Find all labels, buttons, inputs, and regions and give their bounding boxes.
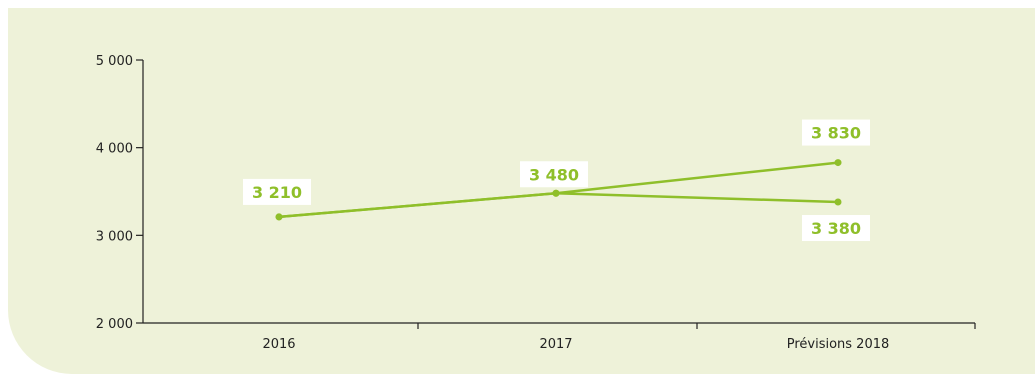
data-label-layer: 3 210 3 480 3 830 3 380	[243, 119, 870, 242]
series-layer	[275, 159, 842, 221]
data-point	[275, 213, 283, 221]
chart-background-panel	[8, 8, 1035, 374]
data-label-box	[802, 215, 870, 242]
data-label-box	[802, 119, 870, 146]
y-tick-label: 5 000	[96, 54, 133, 69]
y-tick-label: 2 000	[96, 317, 133, 332]
x-tick-label: 2016	[262, 337, 295, 352]
y-axis: 2 000 3 000 4 000 5 000	[96, 54, 144, 332]
y-axis-ticks: 2 000 3 000 4 000 5 000	[96, 54, 143, 332]
data-point	[834, 198, 842, 206]
y-tick-label: 3 000	[96, 229, 133, 244]
data-point	[834, 159, 842, 167]
data-label: 3 480	[529, 165, 579, 184]
x-axis: 2016 2017 Prévisions 2018	[143, 322, 976, 352]
data-label: 3 830	[811, 124, 861, 143]
data-label-box	[520, 161, 588, 188]
x-tick-label: 2017	[539, 337, 572, 352]
x-tick-label: Prévisions 2018	[787, 337, 890, 352]
series-line	[278, 192, 839, 219]
data-label: 3 210	[252, 183, 302, 202]
data-label: 3 380	[811, 219, 861, 238]
data-point	[552, 189, 560, 197]
data-label-box	[243, 178, 311, 205]
x-axis-ticks: 2016 2017 Prévisions 2018	[262, 323, 976, 352]
y-tick-label: 4 000	[96, 142, 133, 157]
